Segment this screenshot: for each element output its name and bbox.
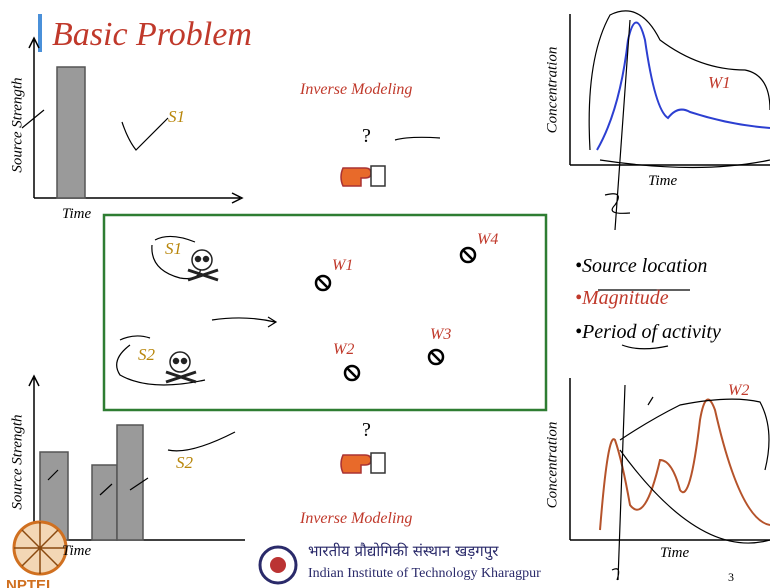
bullet: •Period of activity (575, 322, 721, 342)
annotation: S2 (176, 454, 193, 471)
x-axis-label: Time (62, 544, 91, 559)
pointing-hand (341, 453, 385, 473)
well-symbol (345, 366, 359, 380)
nptel-text: NPTEL (6, 578, 55, 588)
scribble (117, 336, 205, 385)
x-axis-label: Time (660, 546, 689, 561)
slide-title: Basic Problem (52, 18, 252, 52)
scribble (612, 385, 770, 580)
source-label: S2 (138, 346, 155, 363)
scribble (22, 110, 168, 150)
y-axis-label: Source Strength (11, 414, 26, 509)
x-axis-label: Time (62, 207, 91, 222)
skull (166, 352, 196, 382)
concentration-curve (597, 23, 770, 151)
bullet-text: Source location (582, 255, 707, 277)
bullet-text: Period of activity (582, 321, 721, 343)
bar (117, 425, 143, 540)
question: ? (362, 126, 371, 146)
envelope-scribble (589, 11, 770, 168)
y-axis-label: Concentration (546, 422, 561, 509)
well-symbol (316, 276, 330, 290)
top-left-chart (22, 38, 242, 203)
annotation: S1 (168, 108, 185, 125)
y-axis-label: Concentration (546, 47, 561, 134)
bullet: •Source location (575, 256, 707, 276)
x-axis-label: Time (648, 174, 677, 189)
slide: Basic Problem Source Strength Time S1 In… (0, 0, 770, 588)
y-axis (29, 376, 39, 540)
well-symbol (461, 248, 475, 262)
bar (57, 67, 85, 198)
annotation: W1 (708, 74, 731, 91)
label: Inverse Modeling (300, 82, 412, 98)
footer-english: Indian Institute of Technology Kharagpur (308, 567, 541, 581)
y-axis-label: Source Strength (11, 77, 26, 172)
nptel-logo (14, 522, 66, 574)
pointing-hand (341, 137, 440, 186)
well-label: W2 (333, 342, 354, 358)
axes (570, 378, 770, 540)
well-symbol (429, 350, 443, 364)
bar (92, 465, 117, 540)
well-label: W3 (430, 327, 451, 343)
bullet-text: Magnitude (582, 287, 669, 309)
bullet-text: •Magnitude (575, 287, 669, 309)
label: Inverse Modeling (300, 511, 412, 527)
arrow (212, 317, 276, 327)
top-right-chart (570, 11, 770, 230)
iit-logo (260, 547, 296, 583)
skull (188, 250, 218, 280)
page-number: 3 (728, 571, 734, 583)
footer-hindi: भारतीय प्रौद्योगिकी संस्थान खड़गपुर (308, 544, 498, 559)
annotation: W2 (728, 383, 749, 399)
well-label: W4 (477, 232, 498, 248)
source-label: S1 (165, 240, 182, 257)
concentration-curve (600, 400, 770, 530)
well-label: W1 (332, 258, 353, 274)
question: ? (362, 420, 371, 440)
bullet: •Magnitude (575, 288, 669, 308)
bottom-left-chart (29, 376, 245, 540)
